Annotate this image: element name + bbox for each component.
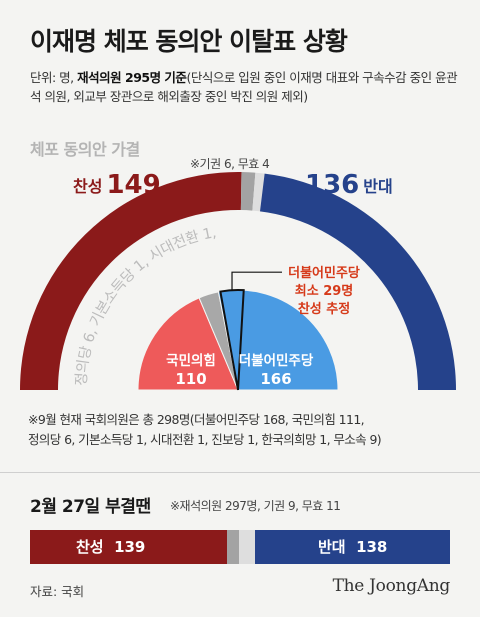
- unit-description: 단위: 명, 재석의원 295명 기준(단식으로 입원 중인 이재명 대표와 구…: [30, 68, 460, 106]
- outer-arc-group: [20, 172, 456, 390]
- bar-for-text: 찬성: [76, 538, 104, 556]
- callout-line2: 최소 29명: [295, 283, 354, 299]
- feb-vote-bar: 찬성 139 반대 138: [30, 530, 450, 564]
- bar-segment-invalid: [239, 530, 255, 564]
- callout-line1: 더불어민주당: [288, 265, 360, 281]
- page-title: 이재명 체포 동의안 이탈표 상황: [30, 27, 348, 56]
- bar-segment-abstain: [226, 530, 240, 564]
- source: 자료: 국회: [30, 584, 85, 599]
- ppp-name: 국민의힘: [166, 352, 216, 369]
- bar-for-value: 139: [114, 538, 146, 556]
- dem-wedge-highlight: [219, 271, 282, 391]
- footnote: ※9월 현재 국회의원은 총 298명(더불어민주당 168, 국민의힘 111…: [28, 410, 468, 450]
- dem-value: 166: [260, 370, 291, 388]
- for-text: 찬성: [73, 177, 103, 196]
- publisher-logo: The JoongAng: [332, 576, 451, 596]
- outer-arc-for: [20, 172, 242, 390]
- ppp-value: 110: [175, 370, 206, 388]
- bar-against-value: 138: [356, 538, 388, 556]
- inner-pie-group: [137, 289, 339, 391]
- outer-arc-against: [259, 173, 456, 390]
- section-label: 체포 동의안 가결: [30, 140, 140, 159]
- footnote-line1: ※9월 현재 국회의원은 총 298명(더불어민주당 168, 국민의힘 111…: [28, 412, 365, 427]
- inner-slice-ppp: [137, 297, 239, 391]
- unit-bold: 재석의원 295명 기준: [77, 70, 187, 85]
- bar-label-against: 반대 138: [318, 530, 387, 564]
- outer-arc-abstain: [240, 172, 256, 211]
- bar-label-for: 찬성 139: [76, 530, 145, 564]
- against-text: 반대: [363, 177, 393, 196]
- bar-against-text: 반대: [318, 538, 346, 556]
- footnote-line2: 정의당 6, 기본소득당 1, 시대전환 1, 진보당 1, 한국의희망 1, …: [28, 432, 382, 447]
- vote-chart: 정의당 6, 기본소득당 1, 시대전환 1, 진보당 1, 한국의희망 1, …: [0, 0, 456, 391]
- feb-vote-note: ※재석의원 297명, 기권 9, 무효 11: [170, 499, 341, 513]
- feb-vote-title: 2월 27일 부결땐: [30, 497, 151, 517]
- bar-segment-for: [30, 530, 227, 564]
- callout-line3: 찬성 추정: [298, 301, 350, 317]
- divider: [0, 472, 480, 473]
- outer-arc-invalid: [252, 172, 265, 212]
- abstain-invalid-note: ※기권 6, 무효 4: [190, 157, 270, 171]
- unit-prefix: 단위: 명,: [30, 70, 78, 85]
- bar-segment-against: [254, 530, 450, 564]
- callout: 더불어민주당 최소 29명 찬성 추정: [288, 265, 360, 317]
- dem-name: 더불어민주당: [239, 352, 314, 369]
- unit-rest: (단식으로 입원 중인 이재명 대표와 구속수감 중인 윤관석 의원, 외교부 …: [30, 70, 458, 104]
